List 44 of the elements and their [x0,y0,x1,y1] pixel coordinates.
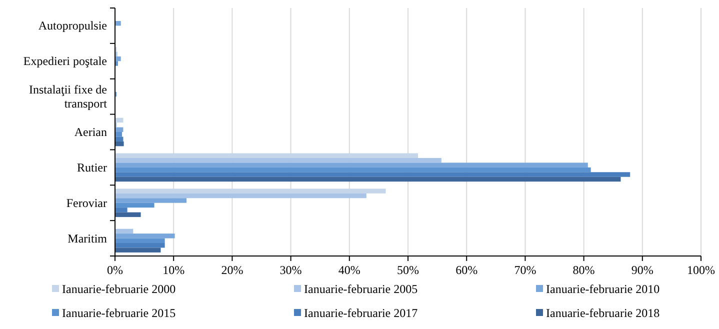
y-tick-label: Instalaţii fixe de transport [29,82,108,111]
bar [115,172,630,177]
y-tick-label: Rutier [77,160,107,174]
bar [115,158,442,163]
legend-label: Ianuarie-februarie 2017 [304,306,418,320]
bar [115,212,141,218]
legend-label: Ianuarie-februarie 2005 [304,282,418,296]
x-tick-label: 20% [221,263,244,277]
bar [115,167,591,172]
bar [115,136,124,142]
bar [115,248,161,252]
x-tick-label: 10% [162,263,185,277]
bar [115,198,186,203]
bar [115,188,386,194]
bar [115,153,418,158]
bar [115,176,621,182]
x-tick-label: 70% [514,263,536,277]
x-tick-label: 100% [687,263,715,277]
x-tick-label: 40% [338,263,360,277]
legend-label: Ianuarie-februarie 2010 [546,282,660,296]
bar [115,208,128,212]
x-tick-label: 0% [107,263,123,277]
y-tick-label: Aerian [74,125,107,139]
y-tick-label: Feroviar [66,196,107,210]
bar [115,234,175,238]
bar [115,141,124,146]
y-tick-label: Expedieri poştale [23,54,107,68]
x-tick-label: 80% [572,263,595,277]
x-tick-label: 50% [397,263,419,277]
legend-label: Ianuarie-februarie 2015 [62,306,176,320]
y-tick-label: Maritim [68,231,108,246]
x-tick-label: 60% [456,263,478,277]
bar [115,162,588,168]
bar [115,228,134,234]
y-tick-label: Autopropulsie [38,18,107,33]
legend-label: Ianuarie-februarie 2018 [546,306,660,320]
x-tick-label: 90% [631,263,654,277]
bar [115,243,165,248]
bar [115,238,165,244]
bar [115,202,154,208]
legend-label: Ianuarie-februarie 2000 [62,282,176,296]
bar [115,61,118,66]
bar [115,193,366,198]
x-tick-label: 30% [280,263,302,277]
